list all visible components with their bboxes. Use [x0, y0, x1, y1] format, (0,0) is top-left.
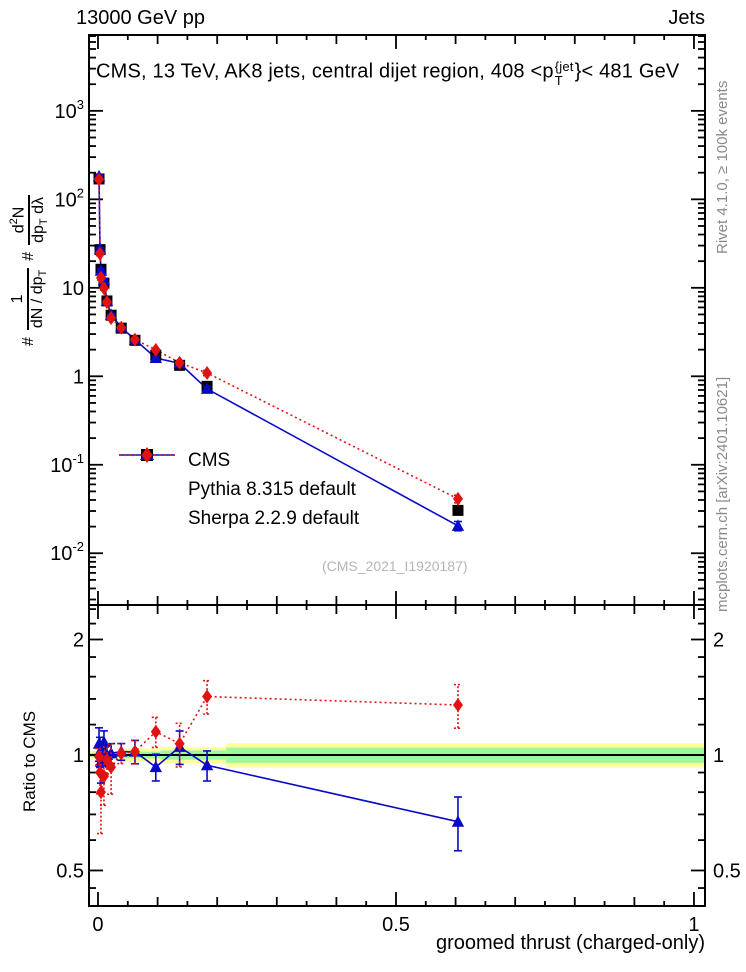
y-label-frac-2: d2N dpT dλ [8, 194, 51, 245]
plot-title-pre: CMS, 13 TeV, AK8 jets, central dijet reg… [96, 60, 554, 83]
axis-ticks [89, 35, 705, 906]
rivet-version-label: Rivet 4.1.0, ≥ 100k events [714, 80, 731, 254]
svg-text:2: 2 [713, 629, 724, 651]
legend-label-pythia: Pythia 8.315 default [188, 478, 356, 500]
plot-title-post: }< 481 GeV [574, 60, 680, 83]
svg-text:2: 2 [73, 629, 84, 651]
mcplots-credit-label: mcplots.cern.ch [arXiv:2401.10621] [714, 376, 731, 612]
pythia-marker-icon [118, 448, 176, 499]
svg-text:0.5: 0.5 [56, 860, 84, 882]
y-label-hash-2: # [20, 251, 38, 261]
diamond-ratio-points [94, 679, 463, 835]
legend-row-sherpa: Sherpa 2.2.9 default [118, 447, 360, 533]
plot-title-sub: T [554, 72, 563, 88]
legend: CMS Pythia 8.315 default Sherpa 2.2.9 de… [118, 446, 359, 533]
svg-text:102: 102 [55, 185, 84, 211]
svg-text:10: 10 [62, 278, 84, 300]
y-label-frac2-den: dpT dλ [30, 196, 51, 243]
y-label-frac1-den: dN / dpT [29, 269, 50, 329]
y-label-frac1-num: 1 [9, 267, 30, 331]
svg-text:1: 1 [713, 745, 724, 767]
watermark: (CMS_2021_I1920187) [322, 558, 468, 574]
legend-row-pythia: Pythia 8.315 default [118, 448, 359, 504]
main-y-axis-label: #1 dN / dpT # d2N dpT dλ [8, 190, 51, 348]
beam-energy-label: 13000 GeV pp [76, 7, 205, 29]
svg-text:10-2: 10-2 [50, 539, 84, 565]
plot-title: CMS, 13 TeV, AK8 jets, central dijet reg… [96, 60, 679, 87]
svg-text:1: 1 [688, 914, 699, 936]
legend-label-sherpa: Sherpa 2.2.9 default [188, 507, 360, 529]
y-label-frac2-num: d2N [8, 194, 31, 245]
svg-text:10-1: 10-1 [50, 451, 84, 477]
svg-text:103: 103 [55, 97, 84, 123]
analysis-group-label: Jets [668, 7, 705, 29]
ratio-panel-series [92, 679, 465, 852]
svg-text:1: 1 [73, 745, 84, 767]
x-axis-title: groomed thrust (charged-only) [435, 932, 705, 954]
sherpa-marker-icon [118, 447, 176, 528]
svg-text:0: 0 [92, 914, 103, 936]
svg-text:0.5: 0.5 [713, 860, 741, 882]
y-label-frac-1: 1 dN / dpT [9, 267, 50, 331]
svg-text:0.5: 0.5 [382, 914, 410, 936]
main-panel-series [92, 169, 465, 532]
plot-title-jet-pt-stack: {jet T [555, 60, 574, 87]
plot-title-sup: {jet [554, 59, 574, 74]
ratio-uncertainty-band [89, 743, 705, 768]
y-label-hash-1: # [20, 337, 38, 346]
legend-label-cms: CMS [188, 449, 231, 471]
sherpa-main-points [94, 172, 463, 506]
svg-text:1: 1 [73, 366, 84, 388]
ratio-y-axis-label: Ratio to CMS [20, 710, 39, 812]
